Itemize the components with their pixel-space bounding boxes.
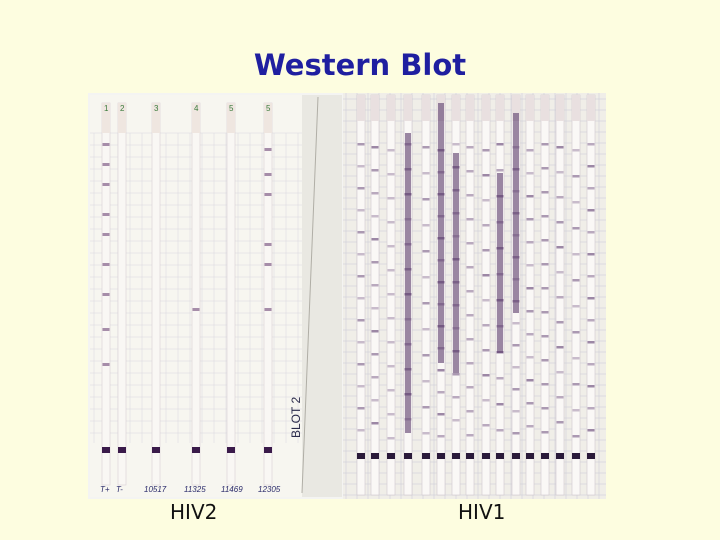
hiv1-strip: [586, 94, 596, 496]
lane-number: 4: [194, 104, 199, 113]
sample-label: 10517: [144, 485, 167, 494]
sample-label: 11469: [221, 485, 243, 494]
hiv1-strip: [481, 94, 491, 496]
western-blot-photo: 1 2 3 4 5 5 T+ T- 10517 11325 11469 12305 BLOT 2: [88, 93, 606, 499]
hiv1-strip: [451, 94, 461, 496]
hiv1-strip: [525, 94, 535, 496]
slide-title: Western Blot: [253, 48, 467, 82]
hiv1-strip: [386, 94, 396, 496]
hiv1-strip: [465, 94, 475, 496]
hiv1-strip: [540, 94, 550, 496]
hiv1-strip: [421, 94, 431, 496]
lane-number: 3: [154, 104, 159, 113]
hiv1-strip: [511, 94, 521, 496]
sample-label: 11325: [184, 485, 206, 494]
hiv1-strip: [356, 94, 366, 496]
hiv1-strip: [370, 94, 380, 496]
hiv1-strip: [495, 94, 505, 496]
western-blot-image: 1 2 3 4 5 5 T+ T- 10517 11325 11469 12305 BLOT 2: [90, 93, 606, 499]
caption-hiv1: HIV1: [458, 500, 506, 524]
hiv2-strip: [191, 102, 201, 486]
hiv1-strip: [403, 94, 413, 496]
lane-number: 1: [104, 104, 109, 113]
hiv2-strip: [263, 102, 273, 486]
hiv1-strip: [555, 94, 565, 496]
sample-label: 12305: [258, 485, 281, 494]
lane-number: 5: [266, 104, 271, 113]
blot-label: BLOT 2: [289, 397, 303, 438]
lane-number: 2: [120, 104, 125, 113]
hiv2-strip: [226, 102, 236, 486]
caption-hiv2: HIV2: [170, 500, 218, 524]
hiv2-strip: [117, 102, 127, 486]
hiv1-strip: [571, 94, 581, 496]
sample-label: T-: [116, 485, 123, 494]
sample-label: T+: [100, 485, 110, 494]
lane-number: 5: [229, 104, 234, 113]
hiv1-strip: [436, 94, 446, 496]
hiv2-strip: [101, 102, 111, 486]
hiv2-strip: [151, 102, 161, 486]
